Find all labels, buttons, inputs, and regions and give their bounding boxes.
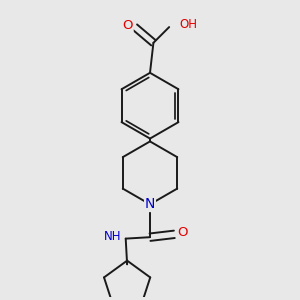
Text: O: O: [122, 19, 133, 32]
Text: NH: NH: [104, 230, 122, 243]
Text: N: N: [145, 197, 155, 211]
Text: OH: OH: [179, 18, 197, 31]
Text: O: O: [177, 226, 188, 239]
